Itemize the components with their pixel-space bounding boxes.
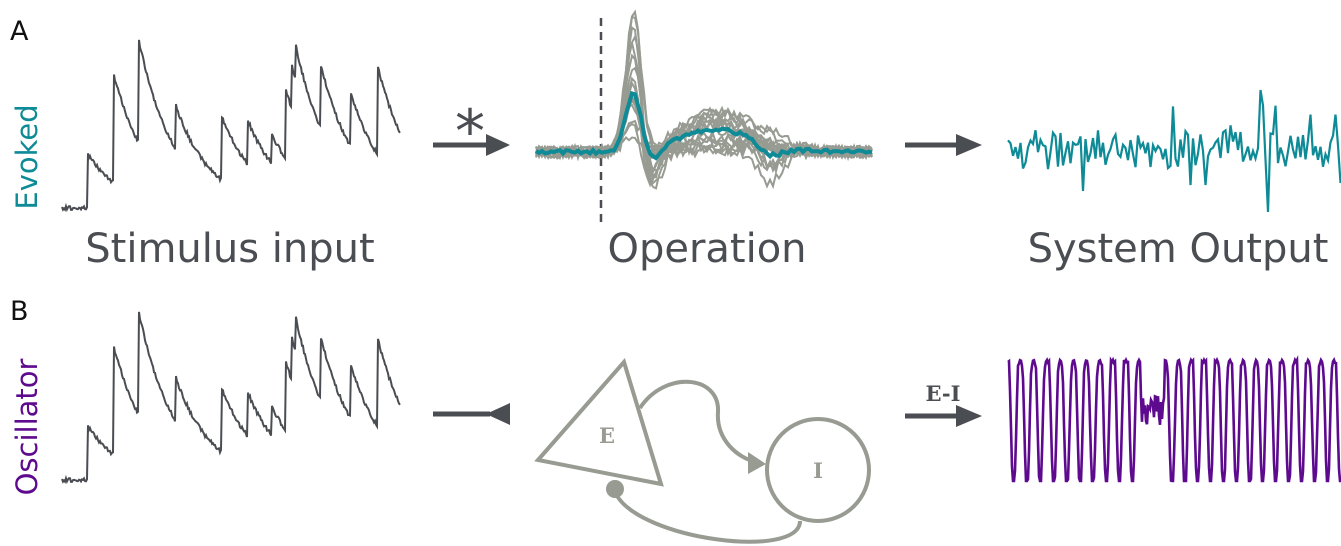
trial-trace [535,53,873,179]
system-output-trace-evoked [1007,89,1341,213]
column-title-operation: Operation [607,226,806,272]
stimulus-input-trace-oscillator [61,311,401,485]
excitatory-synapse-arrow [748,452,766,474]
column-title-input: Stimulus input [85,226,374,272]
trial-trace [535,9,873,160]
row-label-evoked: Evoked [10,104,44,209]
excitatory-population [534,357,664,487]
trial-trace [535,16,873,161]
system-output-trace-oscillator [1007,355,1341,483]
inhibitory-synapse-dot [606,480,624,498]
convolution-symbol: * [455,97,485,167]
convolution-arrow [433,134,510,156]
node-label-i: I [813,458,823,483]
evoked-mean-trace [534,90,873,161]
ei-network: E I [534,357,871,544]
node-label-e: E [599,423,615,448]
excitatory-projection [638,379,757,464]
stimulus-input-trace-evoked [61,39,401,213]
panel-letter-b: B [10,296,29,327]
row-label-oscillator: Oscillator [10,358,44,495]
output-arrow-evoked [905,134,982,156]
column-title-output: System Output [1028,226,1329,272]
inhibitory-projection [614,492,802,544]
input-arrow-oscillator [433,403,510,425]
ei-arrow-label: E-I [926,381,961,406]
trial-traces [535,9,873,190]
output-arrow-oscillator [905,405,982,427]
inhibitory-population [765,417,871,523]
panel-letter-a: A [10,16,29,47]
